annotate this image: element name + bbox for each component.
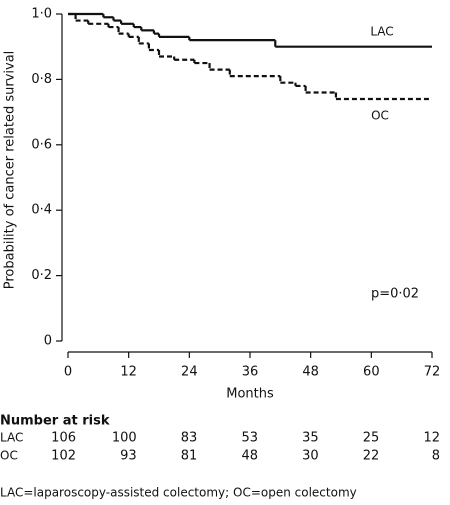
y-tick-label: 0·6 bbox=[31, 137, 52, 152]
risk-count: 25 bbox=[363, 431, 380, 446]
risk-table-title: Number at risk bbox=[0, 414, 110, 429]
x-axis-label: Months bbox=[226, 387, 274, 402]
x-tick-label: 48 bbox=[302, 365, 319, 380]
risk-count: 48 bbox=[241, 449, 258, 464]
x-tick-label: 60 bbox=[363, 365, 380, 380]
risk-count: 106 bbox=[51, 431, 76, 446]
risk-count: 81 bbox=[181, 449, 198, 464]
y-axis-label: Probability of cancer related survival bbox=[3, 51, 18, 290]
risk-count: 30 bbox=[302, 449, 319, 464]
x-tick-label: 12 bbox=[120, 365, 137, 380]
risk-count: 83 bbox=[181, 431, 198, 446]
risk-count: 100 bbox=[112, 431, 137, 446]
risk-count: 8 bbox=[432, 449, 440, 464]
y-tick-label: 0·2 bbox=[31, 268, 52, 283]
x-tick-label: 36 bbox=[242, 365, 259, 380]
risk-count: 102 bbox=[51, 449, 76, 464]
risk-count: 35 bbox=[302, 431, 319, 446]
risk-count: 22 bbox=[363, 449, 380, 464]
x-tick-label: 72 bbox=[424, 365, 441, 380]
risk-count: 53 bbox=[241, 431, 258, 446]
series-label: OC bbox=[371, 109, 389, 123]
risk-count: 93 bbox=[120, 449, 137, 464]
p-value: p=0·02 bbox=[371, 287, 419, 302]
y-tick-label: 0 bbox=[44, 334, 52, 349]
risk-row-label: OC bbox=[0, 449, 18, 463]
x-tick-label: 24 bbox=[181, 365, 198, 380]
risk-count: 12 bbox=[423, 431, 440, 446]
y-tick-label: 1·0 bbox=[31, 7, 52, 22]
y-tick-label: 0·8 bbox=[31, 72, 52, 87]
risk-row-label: LAC bbox=[0, 431, 23, 445]
series-label: LAC bbox=[370, 25, 393, 39]
x-tick-label: 0 bbox=[64, 365, 72, 380]
footnote: LAC=laparoscopy-assisted colectomy; OC=o… bbox=[0, 486, 357, 500]
y-tick-label: 0·4 bbox=[31, 203, 52, 218]
